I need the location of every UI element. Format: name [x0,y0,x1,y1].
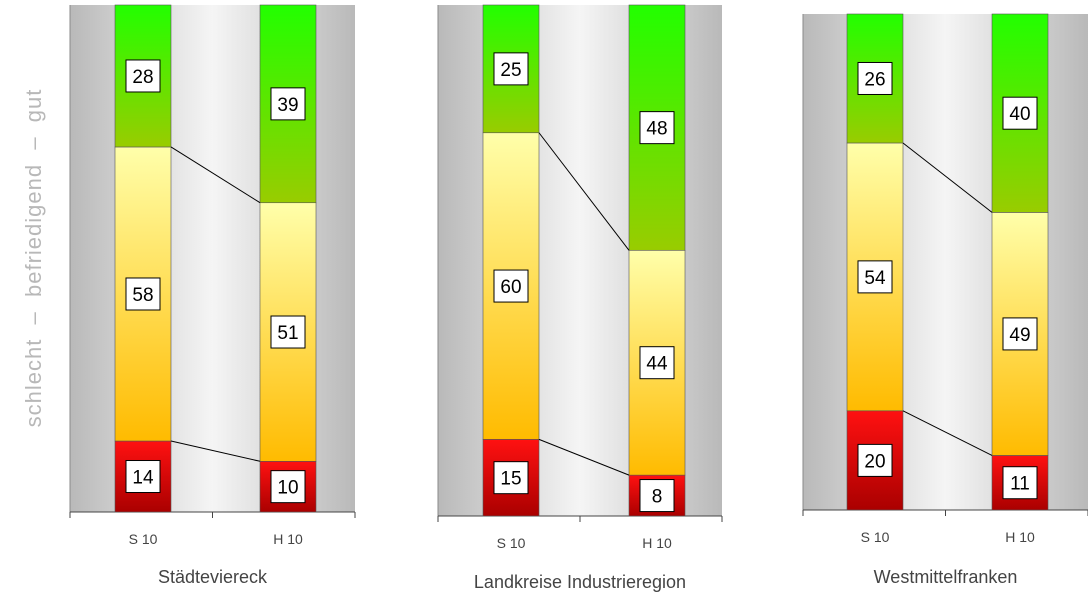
data-label: 39 [277,95,298,116]
data-label-box [639,479,675,513]
data-label-box [125,277,161,311]
data-label: 40 [1009,104,1030,125]
data-label: 48 [646,119,667,140]
data-label: 60 [500,277,521,298]
data-label-box [270,87,306,121]
data-label-box [493,52,529,86]
connector-line [170,146,261,204]
data-label-box [1002,317,1038,351]
data-label: 58 [132,285,153,306]
data-label: 10 [277,478,298,499]
data-label: 14 [132,468,154,489]
data-label: 26 [864,69,885,90]
chart-panel-3: 20 54 26 S 10 11 49 40 H 10 Westmittelfranken [802,13,1088,587]
data-label-box [857,443,893,477]
x-tick-label: H 10 [1005,529,1035,545]
data-label: 51 [277,323,298,344]
data-label-box [639,346,675,380]
data-label-box [125,460,161,494]
x-tick-label: S 10 [497,535,526,551]
data-label: 54 [864,268,886,289]
data-label-box [857,61,893,95]
connector-line [902,410,993,456]
data-label: 11 [1010,474,1030,495]
x-tick-label: S 10 [129,531,158,547]
data-label-box [639,111,675,145]
data-label-box [493,461,529,495]
data-label: 15 [500,469,521,490]
data-label: 25 [500,60,521,81]
data-label-box [493,269,529,303]
data-label: 8 [652,487,663,508]
data-label: 20 [864,451,885,472]
data-label-box [270,470,306,504]
x-tick-label: H 10 [273,531,303,547]
connector-line [538,438,630,476]
chart-panel-2: 15 60 25 S 10 8 44 48 H 10 Landkreise Industrier… [437,4,723,592]
connector-line [170,440,261,462]
data-label-box [857,260,893,294]
connector-line [538,132,630,251]
data-label: 44 [646,354,668,375]
chart-title: Städteviereck [158,567,268,587]
data-label-box [125,59,161,93]
chart-title: Westmittelfranken [874,567,1018,587]
chart-title: Landkreise Industrieregion [474,572,686,592]
data-label: 28 [132,67,153,88]
data-label-box [1002,466,1038,500]
chart-panel-1: 14 58 28 S 10 10 51 39 H 10 Städteviereck [69,4,356,587]
connector-line [902,142,993,213]
x-tick-label: S 10 [861,529,890,545]
bar-segment-befriedigend [259,202,317,462]
x-tick-label: H 10 [642,535,672,551]
data-label-box [1002,96,1038,130]
data-label-box [270,315,306,349]
data-label: 49 [1009,325,1030,346]
